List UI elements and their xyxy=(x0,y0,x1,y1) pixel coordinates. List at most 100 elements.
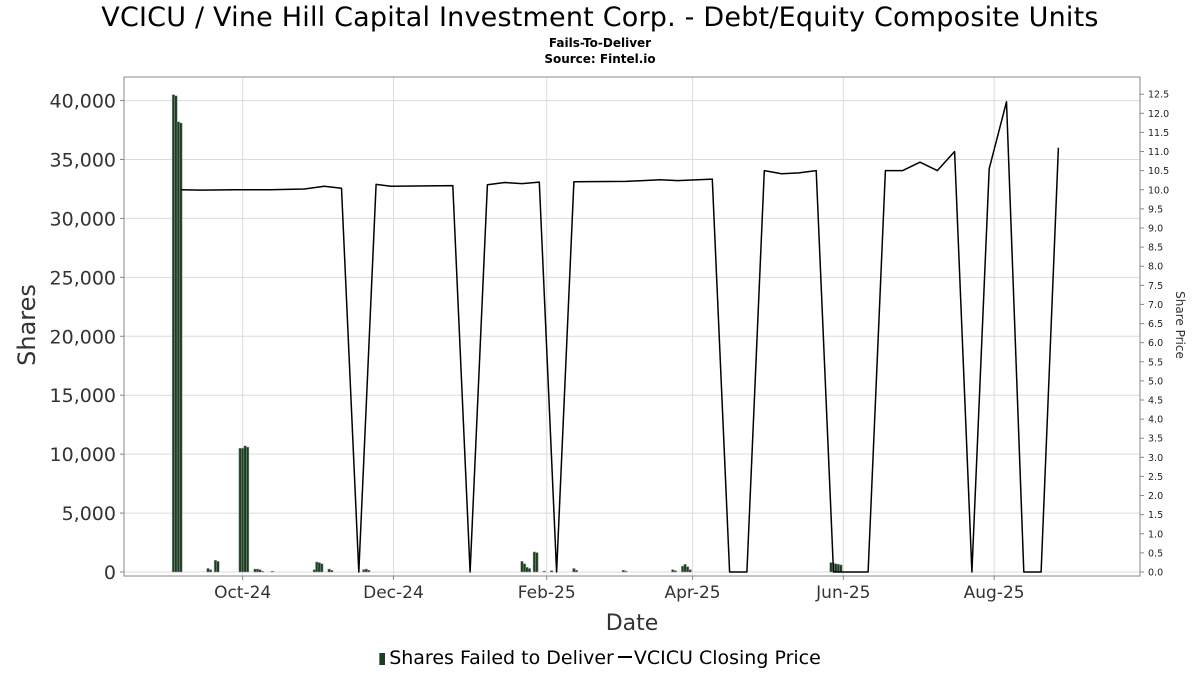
ftd-bar xyxy=(681,565,685,573)
y-left-tick-label: 25,000 xyxy=(50,267,116,289)
y-axis-label: Shares xyxy=(13,284,41,366)
y-right-tick-label: 8.0 xyxy=(1148,262,1163,273)
chart-title: VCICU / Vine Hill Capital Investment Cor… xyxy=(101,2,1099,33)
y-right-tick-label: 3.5 xyxy=(1148,434,1163,445)
y-right-tick-label: 10.0 xyxy=(1148,185,1169,196)
y-right-tick-label: 0.5 xyxy=(1148,548,1163,559)
y-left-tick-label: 35,000 xyxy=(50,150,116,172)
x-tick-label: Oct-24 xyxy=(214,583,271,603)
ftd-bar xyxy=(686,566,690,573)
legend-line-label: VCICU Closing Price xyxy=(633,647,821,669)
ftd-bar xyxy=(836,564,840,573)
ftd-bars xyxy=(171,94,843,573)
ftd-bar xyxy=(213,559,218,573)
ftd-bar xyxy=(532,551,536,573)
ftd-bar xyxy=(572,568,576,573)
y-right-tick-label: 2.0 xyxy=(1148,491,1163,502)
ftd-bar xyxy=(522,563,527,573)
y-right-tick-label: 0.0 xyxy=(1148,568,1163,579)
y-right-tick-label: 5.0 xyxy=(1148,376,1163,387)
ftd-bar xyxy=(364,568,368,573)
ftd-bar xyxy=(520,561,524,573)
x-tick-label: Jun-25 xyxy=(815,583,870,603)
y-right-tick-label: 6.5 xyxy=(1148,319,1163,330)
chart-subtitle: Fails-To-Deliver xyxy=(548,36,652,50)
y-right-tick-label: 8.5 xyxy=(1148,243,1163,254)
ftd-bar xyxy=(206,568,210,573)
ftd-bar xyxy=(246,446,250,573)
ftd-bar xyxy=(216,561,220,573)
y-right-tick-label: 4.0 xyxy=(1148,415,1163,426)
y2-axis-label: Share Price xyxy=(1173,291,1187,359)
y-left-ticks: 0 5,000 10,000 15,000 20,000 25,000 30,000 35,0… xyxy=(50,91,124,584)
y-right-tick-label: 1.0 xyxy=(1148,529,1163,540)
ftd-bar xyxy=(312,569,316,573)
y-right-tick-label: 7.0 xyxy=(1148,300,1163,311)
y-right-tick-label: 9.5 xyxy=(1148,204,1163,215)
ftd-bar xyxy=(238,448,242,573)
x-tick-label: Apr-25 xyxy=(665,583,721,603)
chart-svg: 0 5,000 10,000 15,000 20,000 25,000 30,000 35,0… xyxy=(13,76,1187,636)
y-left-tick-label: 10,000 xyxy=(50,444,116,466)
ftd-bar xyxy=(179,122,183,573)
ftd-bar xyxy=(330,569,334,573)
grid-lines xyxy=(124,77,1140,576)
x-tick-label: Feb-25 xyxy=(518,583,576,603)
ftd-bar xyxy=(270,570,274,573)
ftd-bar xyxy=(527,568,531,573)
ftd-bar xyxy=(171,94,175,573)
y-left-tick-label: 15,000 xyxy=(50,385,116,407)
x-ticks: Oct-24 Dec-24 Feb-25 Apr-25 Jun-25 Aug-25 xyxy=(214,576,1025,603)
y-left-tick-label: 0 xyxy=(104,562,116,584)
ftd-bar xyxy=(688,569,692,573)
y-right-tick-label: 11.5 xyxy=(1148,128,1169,139)
x-tick-label: Aug-25 xyxy=(964,583,1025,603)
y-right-tick-label: 4.5 xyxy=(1148,395,1163,406)
ftd-bar xyxy=(260,570,264,573)
ftd-bar xyxy=(621,569,625,573)
x-tick-label: Dec-24 xyxy=(363,583,424,603)
ftd-bar xyxy=(839,564,843,573)
ftd-bar xyxy=(367,569,371,573)
legend-bar-swatch xyxy=(379,653,386,665)
ftd-bar xyxy=(241,448,245,573)
y-right-tick-label: 9.0 xyxy=(1148,223,1163,234)
price-line-layer xyxy=(180,101,1060,573)
y-right-tick-label: 6.0 xyxy=(1148,338,1163,349)
y-left-tick-label: 5,000 xyxy=(62,503,116,525)
ftd-bar xyxy=(174,95,178,573)
ftd-bar xyxy=(550,570,554,573)
x-axis-label: Date xyxy=(606,611,659,636)
chart-legend: Shares Failed to Deliver VCICU Closing Pr… xyxy=(0,647,1200,669)
ftd-bar xyxy=(362,569,366,573)
legend-line-swatch xyxy=(617,656,632,658)
ftd-bar xyxy=(671,569,675,573)
ftd-bar xyxy=(525,567,529,573)
price-line xyxy=(180,101,1060,573)
chart-source: Source: Fintel.io xyxy=(544,52,656,66)
legend-bars-label: Shares Failed to Deliver xyxy=(389,647,614,669)
ftd-bar xyxy=(574,569,578,573)
ftd-bar xyxy=(673,570,677,573)
y-right-tick-label: 5.5 xyxy=(1148,357,1163,368)
ftd-bar xyxy=(320,563,324,573)
ftd-bar xyxy=(253,568,257,573)
y-right-tick-label: 12.5 xyxy=(1148,90,1169,101)
ftd-bar xyxy=(683,564,687,573)
y-right-tick-label: 3.0 xyxy=(1148,453,1163,464)
y-right-ticks: 0.0 0.5 1.0 1.5 2.0 2.5 3.0 3.5 4.0 4.5 5.0 5.5 6.0 6… xyxy=(1140,90,1169,579)
y-left-tick-label: 30,000 xyxy=(50,208,116,230)
ftd-bar xyxy=(315,561,319,573)
y-right-tick-label: 10.5 xyxy=(1148,166,1169,177)
ftd-bar xyxy=(176,121,180,573)
ftd-bar xyxy=(327,568,331,573)
ftd-bar xyxy=(834,563,838,573)
ftd-bar xyxy=(624,570,628,573)
plot-frame xyxy=(123,76,1141,577)
ftd-bar xyxy=(542,570,546,573)
ftd-bar xyxy=(317,562,321,573)
ftd-bar xyxy=(243,445,247,573)
y-left-tick-label: 20,000 xyxy=(50,326,116,348)
ftd-bar xyxy=(208,569,213,573)
ftd-bar xyxy=(255,568,260,573)
